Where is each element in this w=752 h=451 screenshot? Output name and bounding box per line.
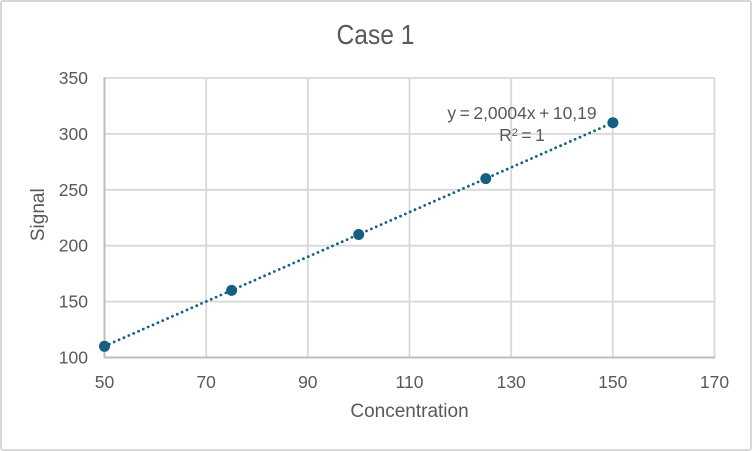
- svg-text:100: 100: [59, 348, 88, 368]
- svg-text:150: 150: [598, 372, 627, 392]
- svg-text:Concentration: Concentration: [350, 401, 468, 422]
- svg-text:110: 110: [396, 372, 424, 392]
- svg-text:Signal: Signal: [28, 188, 49, 241]
- svg-text:50: 50: [95, 372, 115, 392]
- svg-text:200: 200: [59, 236, 88, 256]
- svg-text:y = 2,0004x + 10,19: y = 2,0004x + 10,19: [447, 103, 596, 123]
- svg-text:R2 = 1: R2 = 1: [499, 125, 545, 145]
- svg-text:170: 170: [700, 372, 729, 392]
- svg-text:250: 250: [59, 180, 88, 200]
- svg-text:90: 90: [298, 372, 318, 392]
- svg-text:130: 130: [497, 372, 526, 392]
- svg-text:300: 300: [59, 124, 88, 144]
- svg-text:350: 350: [59, 68, 88, 88]
- svg-text:Case 1: Case 1: [337, 19, 415, 50]
- svg-text:150: 150: [59, 292, 88, 312]
- svg-text:70: 70: [196, 372, 216, 392]
